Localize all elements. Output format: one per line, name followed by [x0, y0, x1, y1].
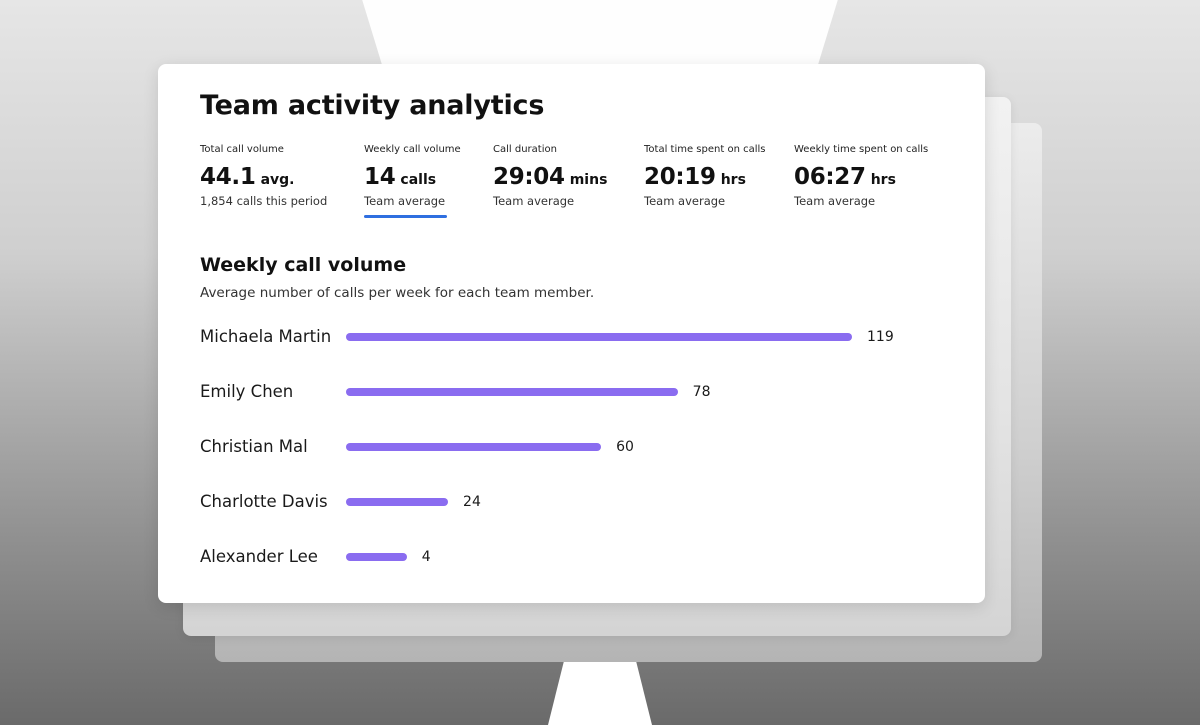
chart-bar — [346, 388, 678, 396]
stat-unit: mins — [569, 172, 608, 188]
chart-category-label: Emily Chen — [200, 382, 294, 401]
chart-row: Emily Chen 78 — [200, 380, 940, 404]
stat-number: 44.1 — [200, 164, 256, 190]
chart-row: Christian Mal 60 — [200, 435, 940, 459]
chart-bar — [346, 498, 449, 506]
stat-number: 06:27 — [794, 164, 866, 190]
chart-data-label: 119 — [867, 329, 894, 345]
stat-value: 14 calls — [364, 164, 461, 190]
stat-label: Weekly call volume — [364, 144, 461, 155]
stat-subtext: Team average — [794, 194, 876, 208]
chart-row: Charlotte Davis 24 — [200, 490, 940, 514]
stat-call-duration[interactable]: Call duration 29:04 mins Team average — [493, 144, 607, 208]
stat-unit: avg. — [260, 172, 295, 188]
chart-category-label: Alexander Lee — [200, 547, 318, 566]
stat-number: 14 — [364, 164, 396, 190]
stat-label: Total call volume — [200, 144, 284, 155]
chart-data-label: 24 — [463, 494, 481, 510]
stat-number: 29:04 — [493, 164, 565, 190]
stat-label: Total time spent on calls — [644, 144, 766, 155]
chart-bar — [346, 443, 602, 451]
stat-value: 20:19 hrs — [644, 164, 765, 190]
chart-bar — [346, 333, 852, 341]
stat-subtext: Team average — [644, 194, 726, 208]
stat-total-call-volume[interactable]: Total call volume 44.1 avg. 1,854 calls t… — [200, 144, 327, 208]
chart-category-label: Michaela Martin — [200, 327, 332, 346]
chart-row: Michaela Martin 119 — [200, 325, 940, 349]
page-title: Team activity analytics — [200, 90, 545, 121]
stat-label: Call duration — [493, 144, 557, 155]
chart-bar — [346, 553, 407, 561]
stat-value: 29:04 mins — [493, 164, 607, 190]
stat-weekly-time-on-calls[interactable]: Weekly time spent on calls 06:27 hrs Team… — [794, 144, 928, 208]
chart-title: Weekly call volume — [200, 254, 407, 276]
stat-unit: hrs — [720, 172, 746, 188]
stat-unit: calls — [400, 172, 437, 188]
chart-data-label: 78 — [692, 384, 711, 400]
chart-row: Alexander Lee 4 — [200, 545, 940, 569]
stat-subtext: Team average — [364, 194, 446, 208]
chart-data-label: 4 — [421, 549, 431, 565]
stat-total-time-on-calls[interactable]: Total time spent on calls 20:19 hrs Team … — [644, 144, 765, 208]
analytics-card: Team activity analytics Total call volum… — [158, 64, 985, 603]
stat-subtext: Team average — [493, 194, 575, 208]
stat-unit: hrs — [870, 172, 896, 188]
stat-number: 20:19 — [644, 164, 716, 190]
stat-value: 06:27 hrs — [794, 164, 928, 190]
stat-weekly-call-volume[interactable]: Weekly call volume 14 calls Team average — [364, 144, 461, 218]
stat-subtext: 1,854 calls this period — [200, 194, 328, 208]
stat-value: 44.1 avg. — [200, 164, 327, 190]
chart-subtitle: Average number of calls per week for eac… — [200, 285, 595, 301]
selected-tab-underline — [364, 215, 447, 218]
chart-category-label: Charlotte Davis — [200, 492, 328, 511]
chart-category-label: Christian Mal — [200, 437, 308, 456]
stat-label: Weekly time spent on calls — [794, 144, 929, 155]
chart-data-label: 60 — [616, 439, 634, 455]
